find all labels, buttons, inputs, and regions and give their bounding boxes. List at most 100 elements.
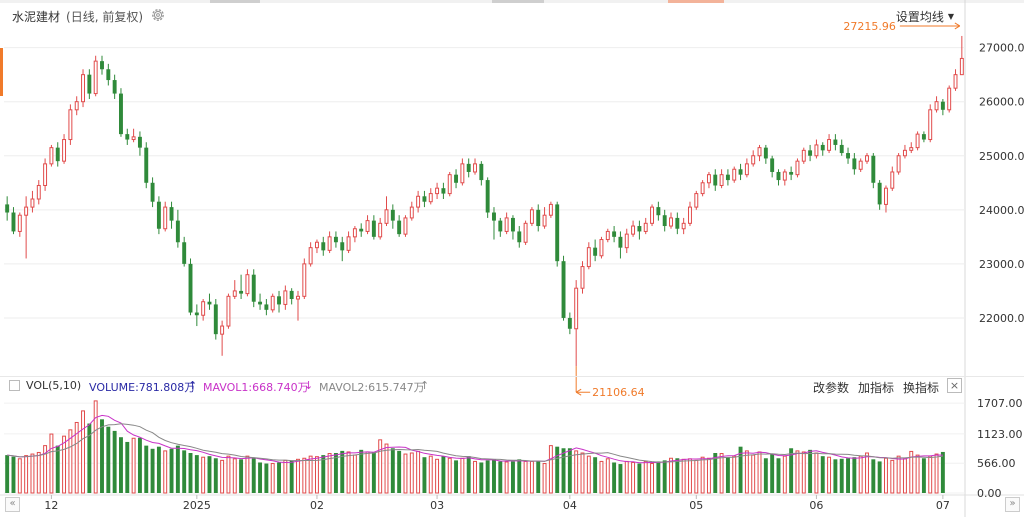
- scroll-right-icon[interactable]: »: [1005, 497, 1020, 512]
- candle-up: [346, 236, 351, 251]
- volume-bar-up: [586, 455, 591, 494]
- candle-down: [555, 204, 560, 262]
- candle-up: [74, 101, 79, 111]
- candle-up: [384, 209, 389, 224]
- candle-down: [725, 174, 730, 181]
- volume-bar-down: [144, 445, 149, 493]
- volume-bar-up: [827, 456, 832, 494]
- volume-bar-up: [327, 453, 332, 494]
- candle-up: [858, 160, 863, 170]
- candle-down: [877, 182, 882, 205]
- candle-up: [884, 187, 888, 205]
- volume-bar-down: [498, 461, 503, 493]
- candle-up: [574, 287, 579, 330]
- candle-up: [62, 139, 67, 162]
- volume-bar-up: [365, 451, 370, 494]
- volume-bar-up: [890, 459, 895, 494]
- ma-setting-button[interactable]: 设置均线 ▼: [896, 8, 954, 25]
- candle-down: [106, 69, 111, 81]
- candle-down: [637, 226, 642, 232]
- volume-bar-down: [277, 462, 281, 493]
- switch-indicator-button[interactable]: 换指标: [903, 381, 940, 395]
- volume-bar-down: [5, 455, 10, 493]
- left-edge-marker: [0, 48, 3, 96]
- gear-icon[interactable]: [151, 8, 165, 22]
- candle-down: [492, 212, 496, 221]
- candle-up: [352, 228, 357, 238]
- volume-bar-down: [510, 461, 515, 493]
- close-panel-icon[interactable]: ×: [947, 378, 962, 393]
- candle-down: [820, 144, 825, 151]
- volume-tick-label: 1123.00: [977, 428, 1023, 441]
- candle-down: [169, 207, 174, 221]
- candle-down: [11, 212, 16, 232]
- candle-up: [30, 198, 35, 208]
- volume-bar-down: [321, 455, 326, 493]
- modify-params-button[interactable]: 改参数: [813, 381, 850, 395]
- volume-bar-down: [536, 461, 541, 493]
- candle-up: [782, 171, 787, 181]
- candle-down: [776, 171, 781, 181]
- candle-down: [839, 144, 844, 154]
- high-arrow-head: [954, 22, 961, 27]
- candle-up: [49, 147, 54, 165]
- volume-bar-down: [466, 456, 471, 493]
- volume-bar-up: [428, 455, 433, 494]
- x-tick-label: 12: [44, 499, 58, 512]
- candle-down: [333, 236, 338, 243]
- volume-bar-up: [757, 451, 762, 494]
- candle-up: [681, 222, 686, 230]
- volume-bar-up: [706, 457, 711, 494]
- volume-bar-down: [194, 455, 199, 493]
- candle-up: [529, 209, 534, 224]
- volume-bar-up: [694, 459, 699, 494]
- candle-down: [738, 169, 743, 175]
- volume-bar-up: [68, 429, 73, 494]
- collapse-checkbox[interactable]: [9, 380, 20, 391]
- volume-bar-up: [643, 460, 648, 494]
- candle-down: [510, 217, 515, 232]
- candle-up: [226, 295, 231, 327]
- candle-up: [909, 147, 914, 151]
- candle-up: [17, 214, 22, 232]
- volume-bar-down: [251, 458, 256, 493]
- volume-bar-up: [574, 450, 579, 494]
- volume-bar-up: [631, 461, 636, 494]
- volume-bar-up: [416, 450, 421, 494]
- candle-up: [624, 233, 629, 249]
- x-tick-label: 06: [809, 499, 823, 512]
- candle-up: [270, 295, 275, 311]
- candle-down: [422, 196, 427, 202]
- volume-bar-up: [473, 460, 477, 494]
- candle-up: [694, 193, 699, 208]
- price-tick-label: 23000.0: [979, 258, 1024, 271]
- add-indicator-button[interactable]: 加指标: [858, 381, 895, 395]
- volume-bar-up: [30, 453, 35, 494]
- volume-bar-down: [675, 458, 680, 493]
- candle-down: [156, 201, 161, 229]
- candle-up: [232, 290, 237, 297]
- candle-up: [314, 241, 319, 249]
- volume-bar-up: [74, 421, 79, 494]
- volume-bar-up: [232, 458, 237, 494]
- candle-up: [548, 203, 553, 216]
- volume-bar-up: [296, 458, 300, 494]
- volume-bar-up: [928, 455, 933, 494]
- volume-bar-down: [213, 458, 218, 493]
- candle-up: [631, 225, 636, 235]
- candle-down: [112, 80, 117, 94]
- candle-down: [359, 228, 364, 232]
- volume-bar-up: [902, 458, 907, 494]
- scroll-left-icon[interactable]: «: [5, 497, 20, 512]
- volume-bar-up: [435, 458, 440, 494]
- volume-bar-down: [485, 460, 490, 493]
- high-arrow-head: [954, 25, 961, 30]
- volume-bar-down: [738, 446, 743, 493]
- candle-down: [517, 231, 522, 243]
- candle-up: [586, 247, 591, 268]
- volume-bar-up: [163, 450, 168, 494]
- candle-up: [757, 147, 762, 157]
- candle-down: [618, 236, 623, 248]
- candle-down: [87, 74, 92, 94]
